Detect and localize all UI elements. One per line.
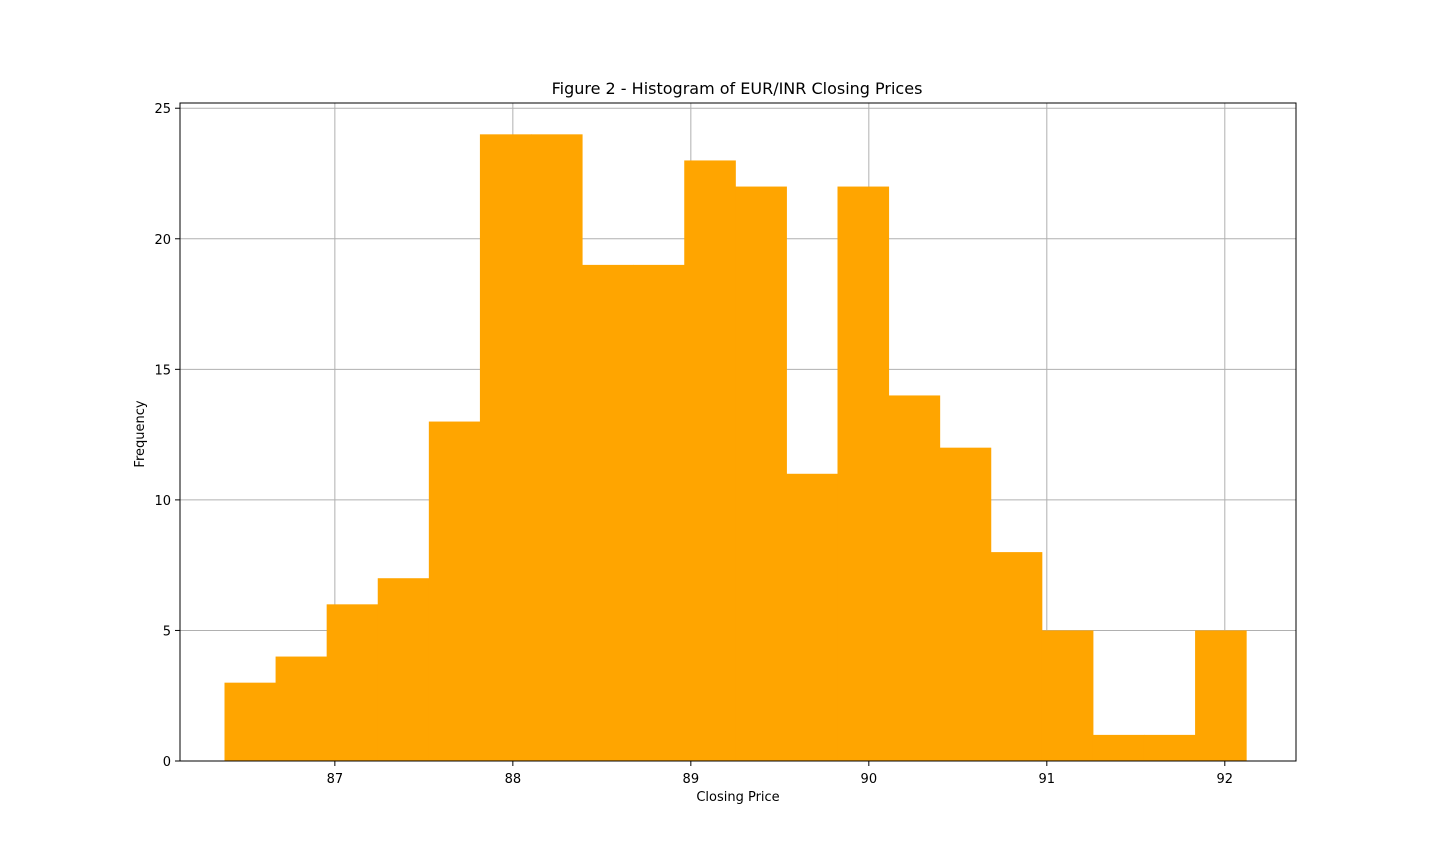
histogram-bar (1041, 630, 1094, 761)
histogram-bar (735, 186, 787, 762)
histogram-bar (1143, 734, 1196, 761)
x-tick-label: 87 (327, 772, 344, 787)
histogram-bar (1092, 734, 1145, 761)
y-axis-label: Frequency (133, 400, 148, 467)
histogram-bar (633, 264, 685, 761)
histogram-bars (224, 134, 1247, 762)
x-tick-label: 89 (683, 772, 700, 787)
x-axis-label: Closing Price (696, 790, 779, 805)
x-tick-label: 90 (861, 772, 878, 787)
y-tick-label: 0 (163, 755, 171, 770)
x-axis-ticks: 87 88 89 90 91 92 (327, 761, 1233, 787)
histogram-bar (1195, 630, 1247, 761)
histogram-bar (786, 473, 838, 761)
histogram-bar (275, 656, 328, 761)
histogram-bar (684, 160, 736, 761)
histogram-bar (530, 134, 583, 762)
y-tick-label: 20 (154, 233, 171, 248)
y-axis-ticks: 0 5 10 15 20 25 (154, 102, 180, 770)
y-tick-label: 10 (154, 494, 171, 509)
y-tick-label: 25 (154, 102, 171, 117)
histogram-bar (428, 421, 481, 761)
x-tick-label: 92 (1217, 772, 1234, 787)
chart-title: Figure 2 - Histogram of EUR/INR Closing … (552, 79, 923, 98)
histogram-bar (939, 447, 992, 761)
y-tick-label: 5 (163, 624, 171, 639)
plot-frame (179, 102, 1297, 762)
y-tick-label: 15 (154, 363, 171, 378)
histogram-bar (990, 552, 1043, 761)
histogram-bar (479, 134, 532, 762)
histogram-bar (888, 395, 941, 761)
x-tick-label: 91 (1039, 772, 1056, 787)
histogram-bar (377, 578, 430, 761)
x-tick-label: 88 (505, 772, 522, 787)
histogram-bar (837, 186, 890, 762)
histogram-bar (326, 604, 379, 761)
histogram-bar (224, 682, 277, 761)
histogram-bar (582, 264, 634, 761)
